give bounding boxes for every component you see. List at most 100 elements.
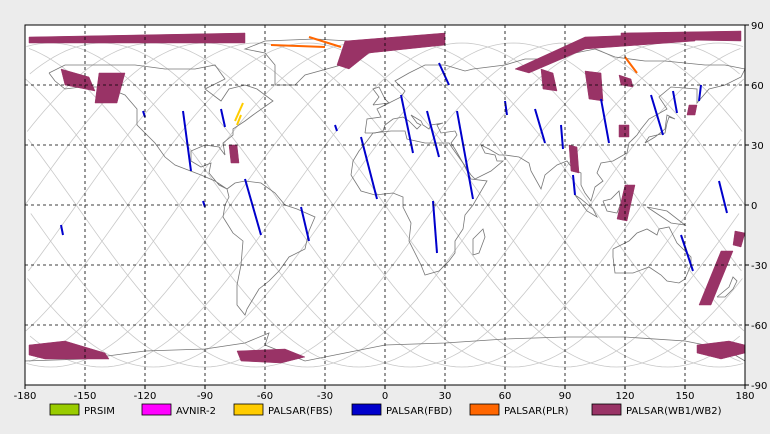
- footprint-strip: [572, 174, 576, 196]
- footprint-strip: [624, 56, 638, 74]
- footprint-swath: [732, 230, 746, 248]
- lon-tick-label: -180: [14, 391, 37, 402]
- legend-label: PALSAR(FBD): [386, 406, 452, 417]
- lat-tick-label: 0: [751, 201, 757, 212]
- footprint-swath: [616, 184, 636, 222]
- coastline: [24, 332, 746, 362]
- legend-label: PALSAR(PLR): [504, 406, 569, 417]
- orbit-track: [29, 42, 745, 368]
- lon-tick-label: 150: [675, 391, 694, 402]
- orbit-track: [27, 42, 742, 368]
- legend-label: AVNIR-2: [176, 406, 216, 417]
- footprint-strip: [650, 94, 664, 136]
- coastlines: [24, 38, 746, 362]
- footprint-swath: [620, 30, 742, 42]
- legend-swatch: [351, 403, 382, 416]
- lon-tick-label: 60: [499, 391, 512, 402]
- footprint-strip: [360, 136, 378, 200]
- footprint-strip: [244, 178, 262, 236]
- legend-item: PALSAR(FBS): [233, 403, 333, 417]
- footprint-swath: [236, 348, 306, 364]
- orbit-track: [29, 42, 745, 368]
- footprint-strip: [672, 90, 678, 114]
- legend-swatch: [141, 403, 172, 416]
- footprint-swath: [514, 32, 696, 74]
- footprint-strip: [234, 102, 244, 122]
- lon-tick-label: 180: [735, 391, 754, 402]
- footprint-swath: [686, 104, 698, 116]
- orbit-track: [25, 42, 741, 368]
- footprint-strip: [534, 108, 546, 144]
- lon-tick-label: -120: [134, 391, 157, 402]
- legend-swatch: [591, 403, 622, 416]
- coastline: [472, 228, 486, 256]
- footprint-strip: [426, 110, 440, 158]
- coastline: [364, 48, 746, 202]
- footprint-swath: [540, 68, 558, 92]
- footprint-strip: [432, 200, 438, 254]
- footprint-strip: [438, 62, 450, 86]
- lon-tick-label: 30: [439, 391, 452, 402]
- coastline: [716, 276, 738, 298]
- lon-tick-label: 120: [615, 391, 634, 402]
- footprint-swath: [28, 32, 246, 44]
- latitude-labels: 90 60 30 0 -30 -60 -90: [745, 21, 767, 392]
- footprint-strip: [270, 44, 326, 48]
- coastline: [350, 130, 488, 276]
- footprint-strip: [334, 124, 338, 132]
- lon-tick-label: -90: [197, 391, 213, 402]
- legend-swatch: [49, 403, 80, 416]
- footprint-swath: [228, 144, 240, 164]
- legend-label: PALSAR(FBS): [268, 406, 333, 417]
- footprint-swath: [618, 74, 634, 88]
- footprint-strip: [300, 206, 310, 242]
- footprint-layer: [28, 30, 746, 364]
- lat-tick-label: -30: [751, 261, 767, 272]
- lon-tick-label: 0: [382, 391, 388, 402]
- orbit-track: [26, 42, 742, 368]
- footprint-strip: [308, 36, 342, 48]
- footprint-strip: [718, 180, 728, 214]
- footprint-strip: [600, 98, 610, 144]
- coastline: [243, 38, 350, 86]
- orbit-track: [26, 42, 741, 368]
- legend-item: PRSIM: [49, 403, 115, 417]
- footprint-swath: [568, 144, 580, 174]
- footprint-swath: [28, 340, 110, 360]
- footprint-strip: [220, 108, 226, 128]
- lon-tick-label: -60: [257, 391, 273, 402]
- legend-label: PRSIM: [84, 406, 115, 417]
- lat-tick-label: 30: [751, 141, 764, 152]
- lat-tick-label: 60: [751, 81, 764, 92]
- legend-item: AVNIR-2: [141, 403, 216, 417]
- legend-swatch: [469, 403, 500, 416]
- coastline: [372, 86, 390, 106]
- coastline: [574, 194, 598, 219]
- orbit-track: [24, 42, 740, 368]
- legend-label: PALSAR(WB1/WB2): [626, 406, 722, 417]
- legend-item: PALSAR(PLR): [469, 403, 569, 417]
- lat-lon-grid: [25, 25, 745, 385]
- footprint-strip: [182, 110, 192, 172]
- legend: PRSIM AVNIR-2 PALSAR(FBS) PALSAR(FBD) PALSAR…: [49, 403, 722, 417]
- lat-tick-label: -60: [751, 321, 767, 332]
- lat-tick-label: 90: [751, 21, 764, 32]
- lon-tick-label: 90: [559, 391, 572, 402]
- coastline: [646, 206, 687, 226]
- footprint-strip: [400, 94, 414, 154]
- footprint-swath: [618, 124, 630, 138]
- legend-item: PALSAR(FBD): [351, 403, 452, 417]
- footprint-swath: [584, 70, 604, 102]
- longitude-labels: -180 -150 -120 -90 -60 -30 0 30 60 90 120 150 180: [14, 385, 755, 402]
- lat-tick-label: -90: [751, 381, 767, 392]
- legend-swatch: [233, 403, 264, 416]
- lon-tick-label: -30: [317, 391, 333, 402]
- footprint-strip: [236, 114, 242, 126]
- footprint-strip: [698, 84, 702, 102]
- footprint-swath: [60, 68, 96, 92]
- orbit-track: [28, 42, 743, 368]
- footprint-strip: [60, 224, 64, 236]
- lon-tick-label: -150: [74, 391, 97, 402]
